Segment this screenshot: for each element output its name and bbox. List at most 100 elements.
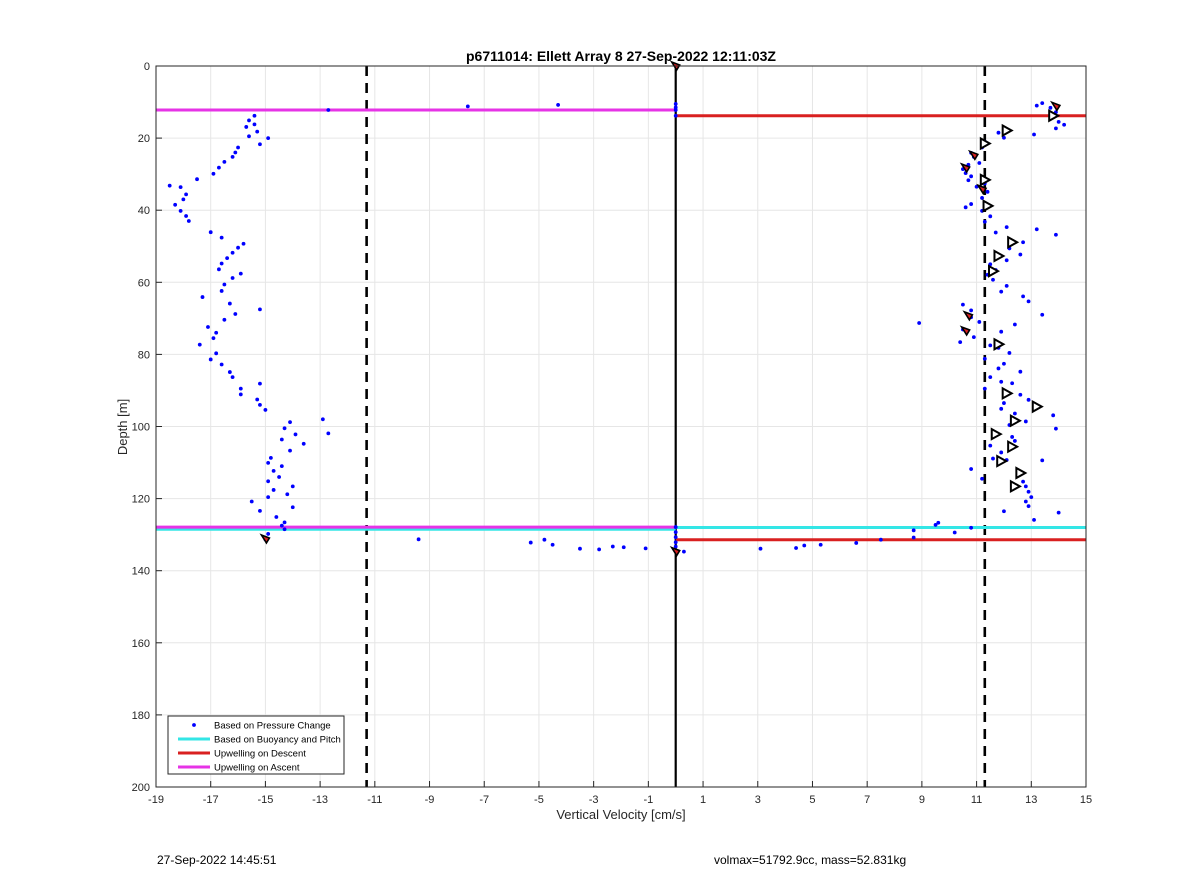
pressure-point [986, 190, 990, 194]
x-tick-label: 7 [864, 794, 870, 806]
pressure-point [247, 119, 251, 123]
x-tick-label: -15 [257, 794, 273, 806]
pressure-point [999, 290, 1003, 294]
pressure-point [283, 527, 287, 531]
pressure-point [231, 375, 235, 379]
pressure-point [168, 184, 172, 188]
highlight-marker [261, 535, 269, 543]
upwelling-lines [156, 110, 1086, 540]
y-tick-label: 80 [138, 349, 150, 361]
pressure-point [819, 543, 823, 547]
pressure-point [233, 312, 237, 316]
pressure-point [1049, 106, 1053, 110]
pressure-point [214, 351, 218, 355]
pressure-point [266, 532, 270, 536]
pressure-point [543, 538, 547, 542]
pressure-point [280, 524, 284, 528]
x-tick-label: 5 [809, 794, 815, 806]
pressure-point [266, 461, 270, 465]
pressure-point [326, 431, 330, 435]
pressure-point [1027, 490, 1031, 494]
pressure-point [991, 278, 995, 282]
pressure-point [994, 231, 998, 235]
pressure-point [611, 545, 615, 549]
pressure-point [187, 219, 191, 223]
x-tick-label: 11 [971, 794, 982, 806]
pressure-point [1032, 133, 1036, 137]
x-tick-label: -17 [203, 794, 219, 806]
pressure-point [936, 521, 940, 525]
triangle-marker [1016, 468, 1025, 478]
pressure-point [854, 541, 858, 545]
highlight-marker [672, 548, 680, 556]
pressure-point [198, 343, 202, 347]
pressure-point [972, 335, 976, 339]
pressure-point [239, 393, 243, 397]
legend-label: Based on Buoyancy and Pitch [214, 735, 341, 746]
pressure-point [1002, 401, 1006, 405]
pressure-point [258, 142, 262, 146]
pressure-point [258, 403, 262, 407]
pressure-point [977, 161, 981, 165]
x-tick-label: 15 [1080, 794, 1092, 806]
pressure-point [236, 246, 240, 250]
x-tick-label: 3 [755, 794, 761, 806]
pressure-point [682, 550, 686, 554]
pressure-point [291, 484, 295, 488]
pressure-point [220, 363, 224, 367]
pressure-point [228, 302, 232, 306]
pressure-point [674, 525, 678, 529]
pressure-points [168, 64, 1066, 553]
triangle-marker [981, 175, 990, 185]
pressure-point [1040, 101, 1044, 105]
pressure-point [1018, 370, 1022, 374]
pressure-point [280, 438, 284, 442]
pressure-point [288, 449, 292, 453]
pressure-point [233, 151, 237, 155]
pressure-point [266, 479, 270, 483]
pressure-point [220, 262, 224, 266]
pressure-point [961, 303, 965, 307]
event-markers [261, 62, 1060, 556]
pressure-point [977, 320, 981, 324]
pressure-point [1051, 413, 1055, 417]
pressure-point [674, 114, 678, 118]
triangle-marker [1008, 237, 1017, 247]
x-tick-label: -7 [479, 794, 489, 806]
grid [156, 66, 1086, 787]
triangle-marker [989, 266, 998, 276]
pressure-point [266, 495, 270, 499]
pressure-point [173, 203, 177, 207]
triangle-marker [1008, 442, 1017, 452]
y-tick-label: 60 [138, 277, 150, 289]
pressure-point [1021, 294, 1025, 298]
pressure-point [999, 380, 1003, 384]
pressure-point [1013, 439, 1017, 443]
pressure-point [1010, 381, 1014, 385]
legend-label: Based on Pressure Change [214, 721, 331, 732]
pressure-point [231, 155, 235, 159]
pressure-point [622, 545, 626, 549]
pressure-point [291, 505, 295, 509]
x-tick-label: 13 [1025, 794, 1037, 806]
pressure-point [258, 382, 262, 386]
pressure-point [209, 358, 213, 362]
pressure-point [988, 444, 992, 448]
pressure-point [212, 336, 216, 340]
pressure-point [802, 544, 806, 548]
y-tick-label: 120 [132, 494, 150, 506]
pressure-point [1024, 484, 1028, 488]
pressure-point [280, 464, 284, 468]
pressure-point [674, 530, 678, 534]
pressure-point [195, 177, 199, 181]
pressure-point [551, 543, 555, 547]
axis-ticks: -19 -17 -15 -13 -11 -9 -7 -5 -3 -1 1 3 5 7 9 11 13 150204… [132, 61, 1092, 806]
pressure-point [953, 531, 957, 535]
pressure-point [1032, 518, 1036, 522]
pressure-point [999, 451, 1003, 455]
triangle-marker [984, 201, 993, 211]
pressure-point [1027, 300, 1031, 304]
triangle-marker [997, 456, 1006, 466]
pressure-point [1062, 123, 1066, 127]
pressure-point [997, 131, 1001, 135]
